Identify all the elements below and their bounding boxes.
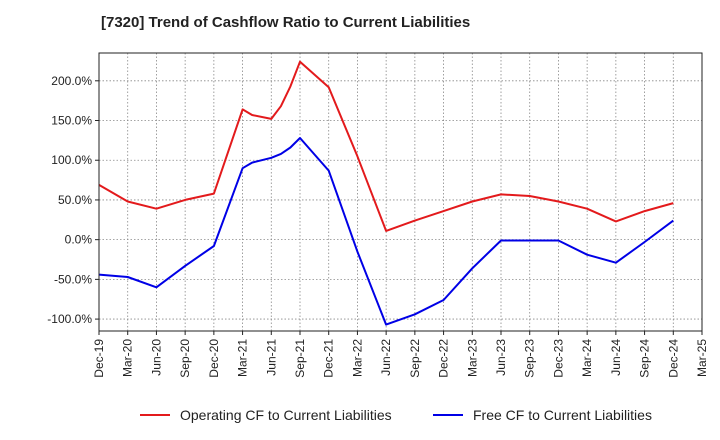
x-tick-label: Mar-20 — [121, 339, 135, 377]
y-tick-label: 0.0% — [65, 233, 93, 247]
x-tick-label: Jun-22 — [379, 339, 393, 376]
y-tick-label: -50.0% — [54, 272, 92, 286]
x-tick-label: Mar-22 — [350, 339, 364, 377]
x-tick-label: Sep-20 — [178, 339, 192, 378]
grid-layer — [98, 53, 703, 331]
series-line-free-cf — [98, 137, 674, 326]
legend-item-operating-cf: Operating CF to Current Liabilities — [140, 404, 392, 426]
x-tick-label: Mar-21 — [236, 339, 250, 377]
plot-frame — [98, 52, 703, 332]
x-tick-label: Dec-21 — [322, 339, 336, 378]
x-axis-ticks: Dec-19 Mar-20 Jun-20 Sep-20 Dec-20 Mar-21 Jun-… — [92, 331, 709, 378]
x-tick-label: Jun-21 — [264, 339, 278, 376]
legend-swatch-free-cf — [433, 414, 463, 416]
legend-label-operating-cf: Operating CF to Current Liabilities — [180, 407, 392, 423]
x-tick-label: Jun-23 — [494, 339, 508, 376]
y-tick-label: 200.0% — [51, 74, 92, 88]
x-tick-label: Dec-20 — [207, 339, 221, 378]
y-tick-label: 100.0% — [51, 153, 92, 167]
chart-title: [7320] Trend of Cashflow Ratio to Curren… — [101, 14, 471, 31]
x-tick-label: Jun-20 — [149, 339, 163, 376]
x-tick-label: Jun-24 — [609, 339, 623, 376]
legend-item-free-cf: Free CF to Current Liabilities — [433, 404, 652, 426]
series-layer — [98, 60, 674, 326]
y-axis-ticks: -100.0% -50.0% 0.0% 50.0% 100.0% 150.0% 200.0% — [47, 74, 99, 326]
x-tick-label: Dec-19 — [92, 339, 106, 378]
x-tick-label: Sep-22 — [408, 339, 422, 378]
y-tick-label: 150.0% — [51, 114, 92, 128]
y-tick-label: 50.0% — [58, 193, 92, 207]
x-tick-label: Mar-24 — [580, 339, 594, 377]
x-tick-label: Dec-24 — [666, 339, 680, 378]
x-tick-label: Mar-23 — [465, 339, 479, 377]
x-tick-label: Mar-25 — [695, 339, 709, 377]
legend-label-free-cf: Free CF to Current Liabilities — [473, 407, 652, 423]
x-tick-label: Sep-21 — [293, 339, 307, 378]
x-tick-label: Dec-22 — [437, 339, 451, 378]
x-tick-label: Dec-23 — [551, 339, 565, 378]
x-tick-label: Sep-23 — [523, 339, 537, 378]
y-tick-label: -100.0% — [47, 312, 92, 326]
x-tick-label: Sep-24 — [638, 339, 652, 378]
legend-swatch-operating-cf — [140, 414, 170, 416]
series-line-operating-cf — [98, 60, 674, 232]
legend: Operating CF to Current Liabilities Free… — [0, 404, 720, 426]
